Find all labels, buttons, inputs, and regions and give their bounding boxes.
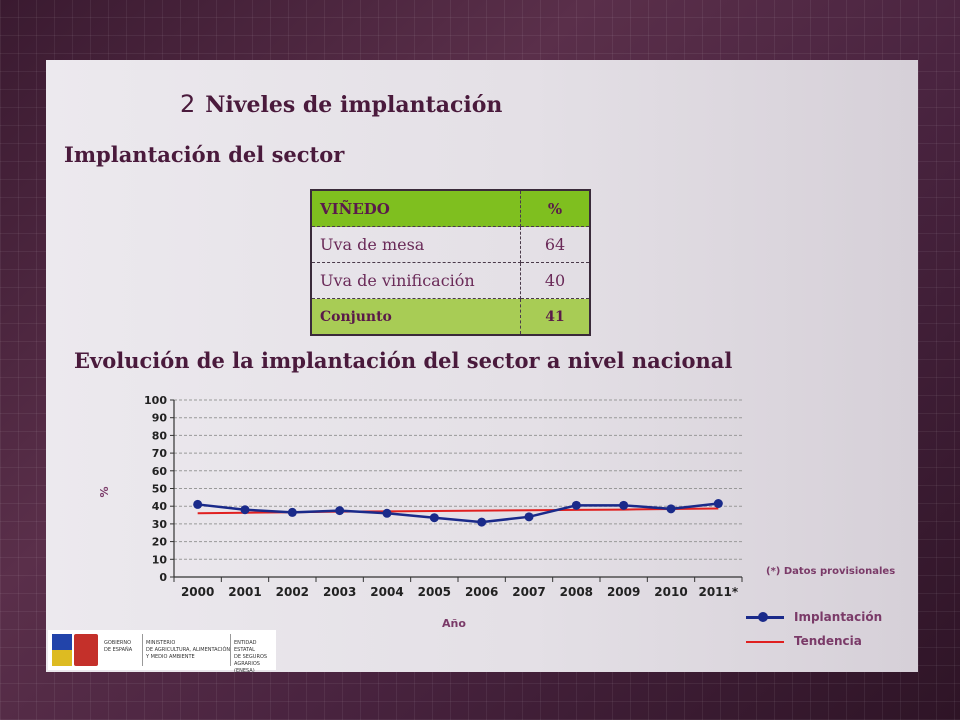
- y-tick-label: 20: [152, 536, 168, 549]
- section-title-text: Niveles de implantación: [205, 92, 503, 118]
- x-tick-label: 2001: [228, 585, 261, 599]
- y-tick-label: 40: [152, 500, 168, 513]
- data-point: [429, 513, 439, 523]
- table-header-row: VIÑEDO %: [310, 189, 591, 227]
- x-tick-label: 2010: [654, 585, 687, 599]
- y-tick-label: 10: [152, 553, 168, 566]
- line-chart: 0 10 20 30 40 50 60 70 80 90 100 2000 2001 2002 2003 20…: [98, 394, 743, 630]
- x-tick-label: 2009: [607, 585, 640, 599]
- y-tick-label: 0: [159, 571, 167, 584]
- data-point: [619, 500, 629, 510]
- eu-flag-icon: [52, 634, 72, 666]
- legend-label: Implantación: [794, 610, 883, 624]
- table-row: Uva de mesa 64: [310, 226, 591, 263]
- data-point: [335, 506, 345, 516]
- data-point: [713, 499, 723, 509]
- data-point: [571, 500, 581, 510]
- table-cell: 64: [520, 226, 591, 263]
- data-point: [287, 507, 297, 517]
- slide: 2 Niveles de implantación Implantación de…: [46, 60, 918, 674]
- table-cell: 40: [520, 262, 591, 299]
- y-tick-label: 80: [152, 429, 168, 442]
- logo-divider: [142, 634, 143, 666]
- chart-title: Evolución de la implantación del sector …: [74, 348, 733, 373]
- y-tick-label: 90: [152, 412, 168, 425]
- y-tick-label: 60: [152, 465, 168, 478]
- y-tick-label: 50: [152, 483, 168, 496]
- x-tick-label: 2008: [560, 585, 593, 599]
- logo-text-enesa: ENTIDAD ESTATAL DE SEGUROS AGRARIOS (ENE…: [234, 640, 268, 674]
- legend-marker: [758, 612, 768, 622]
- series-line-implantacion: [197, 502, 719, 524]
- implantation-table: VIÑEDO % Uva de mesa 64 Uva de vinificac…: [310, 189, 591, 336]
- x-axis-label: Año: [442, 617, 466, 630]
- table-footer-cell: 41: [520, 298, 591, 336]
- table-row: Uva de vinificación 40: [310, 262, 591, 299]
- data-point: [524, 512, 534, 522]
- data-point: [666, 504, 676, 514]
- data-point: [382, 508, 392, 518]
- x-tick-label: 2003: [323, 585, 356, 599]
- x-tick-label: 2002: [276, 585, 309, 599]
- table-header-cell: VIÑEDO: [310, 189, 521, 227]
- section-title: 2 Niveles de implantación: [180, 90, 502, 118]
- y-tick-label: 70: [152, 447, 168, 460]
- legend-label: Tendencia: [794, 634, 862, 648]
- x-tick-label: 2000: [181, 585, 214, 599]
- y-tick-label: 100: [144, 394, 167, 407]
- subtitle: Implantación del sector: [64, 142, 345, 167]
- legend-line-red: [746, 641, 784, 643]
- table-cell: Uva de vinificación: [310, 262, 521, 299]
- provisional-note: (*) Datos provisionales: [766, 566, 896, 577]
- x-tick-label: 2006: [465, 585, 498, 599]
- y-axis-label: %: [98, 486, 111, 497]
- coat-of-arms-icon: [74, 634, 98, 666]
- logo-text-ministerio: MINISTERIO DE AGRICULTURA, ALIMENTACIÓN …: [146, 640, 231, 660]
- logo-text-gobierno: GOBIERNO DE ESPAÑA: [104, 640, 133, 653]
- x-tick-label: 2005: [418, 585, 451, 599]
- data-point: [477, 517, 487, 527]
- table-header-cell: %: [520, 189, 591, 227]
- government-logo: GOBIERNO DE ESPAÑA MINISTERIO DE AGRICUL…: [48, 630, 276, 674]
- table-footer-row: Conjunto 41: [310, 298, 591, 336]
- data-point: [193, 499, 203, 509]
- table-cell: Uva de mesa: [310, 226, 521, 263]
- x-tick-label: 2004: [370, 585, 403, 599]
- y-tick-label: 30: [152, 518, 168, 531]
- section-number: 2: [180, 90, 196, 118]
- logo-divider: [230, 634, 231, 666]
- x-tick-label: 2007: [512, 585, 545, 599]
- table-footer-cell: Conjunto: [310, 298, 521, 336]
- x-tick-label: 2011*: [698, 585, 738, 599]
- data-point: [240, 505, 250, 515]
